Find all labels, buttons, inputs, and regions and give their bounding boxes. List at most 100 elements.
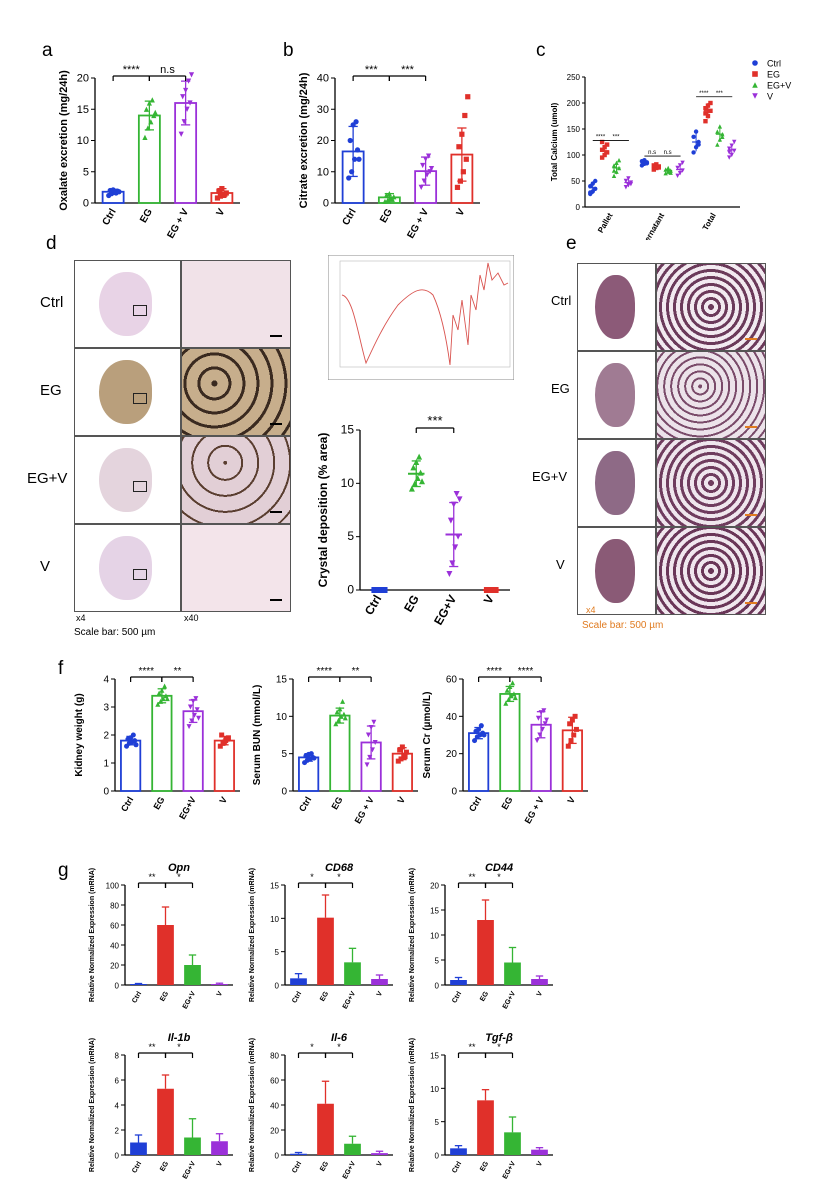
y-axis-label: Crystal deposition (% area) [316, 433, 330, 588]
data-point [156, 690, 162, 696]
histology-zoom-1 [181, 348, 291, 436]
x-tick-label: EG+V [431, 593, 459, 628]
data-point [568, 738, 574, 744]
x-tick-label: EG [319, 990, 330, 1003]
bar [531, 1149, 548, 1155]
bar [151, 694, 173, 792]
y-tick-label: 60 [446, 675, 458, 686]
x-tick-label: Ctrl [341, 207, 359, 228]
data-point [224, 736, 230, 742]
sig-label: *** [365, 64, 379, 76]
data-point [720, 134, 725, 139]
bar [184, 965, 201, 985]
x-tick-label: Ctrl [451, 990, 463, 1004]
x-tick-label: EG + V [523, 795, 546, 825]
x-tick-label: V [481, 593, 497, 607]
y-tick-label: 10 [77, 135, 89, 147]
data-point [116, 189, 122, 195]
data-point [164, 696, 170, 702]
histology-overview-0 [577, 263, 656, 351]
y-tick-label: 10 [430, 1085, 439, 1094]
data-point [342, 715, 348, 721]
scale-bar [270, 511, 282, 513]
bar [477, 920, 494, 985]
y-tick-label: 8 [115, 1052, 120, 1061]
y-tick-label: 0 [281, 787, 287, 798]
data-point [534, 738, 540, 744]
x-tick-label: V [215, 207, 228, 219]
panel-label-e: e [566, 233, 577, 254]
data-point [611, 168, 617, 173]
data-point [599, 147, 605, 152]
data-point [573, 726, 579, 732]
x-tick-label: EG [479, 1160, 490, 1173]
data-point [691, 134, 696, 139]
y-tick-label: 20 [77, 73, 89, 85]
bar [329, 714, 351, 792]
data-point [162, 683, 168, 689]
row-label-e: Ctrl [551, 293, 572, 308]
x-tick-label: Supernatant [635, 211, 666, 240]
data-point [341, 711, 347, 717]
x-tick-label: EG [159, 990, 170, 1003]
y-tick-label: 40 [446, 712, 458, 723]
bar [504, 962, 521, 985]
data-point [727, 155, 732, 160]
data-point [512, 695, 518, 701]
data-point [132, 738, 138, 744]
y-axis-label: Relative Normalized Expression (mRNA) [249, 868, 256, 1002]
data-point [152, 109, 158, 115]
histology-overview-1 [74, 348, 181, 436]
y-tick-label: 60 [110, 922, 119, 931]
mag-label-x4: x4 [76, 613, 86, 623]
panel-label-b: b [283, 40, 294, 61]
y-tick-label: 250 [567, 73, 581, 82]
histology-overview-1 [577, 351, 656, 439]
chart-title: Il-6 [331, 1032, 348, 1044]
x-tick-label: EG [151, 795, 166, 811]
row-label-d: EG [40, 382, 62, 399]
data-point [569, 717, 575, 723]
data-point [604, 142, 610, 147]
data-point [449, 560, 456, 567]
data-point [571, 732, 577, 738]
data-point [463, 156, 469, 162]
histology-overview-2 [577, 439, 656, 527]
data-point [460, 169, 466, 175]
x-tick-label: V [536, 1160, 545, 1168]
data-point [399, 744, 405, 750]
data-point [337, 706, 343, 712]
y-tick-label: 40 [317, 73, 329, 85]
data-point [196, 715, 202, 721]
data-point [478, 723, 484, 729]
data-point [187, 704, 193, 710]
bar [531, 979, 548, 985]
sig-label: * [337, 872, 341, 882]
data-point [675, 173, 680, 178]
data-point [611, 163, 617, 168]
data-point [188, 72, 195, 78]
x-tick-label: Ctrl [101, 207, 119, 228]
bar [450, 980, 467, 985]
data-point [651, 163, 656, 168]
sig-label: ** [468, 1042, 476, 1052]
data-point [183, 87, 189, 94]
chart-tgfb-expression: 0 5 10 15 Relative Normalized Expression (mR… [409, 1032, 553, 1180]
chart-il6-expression: 0 20 40 60 80 Relative Normalized Expression … [249, 1032, 393, 1180]
y-tick-label: 0 [115, 1152, 120, 1161]
data-point [599, 139, 605, 145]
data-point [418, 184, 424, 190]
data-point [336, 717, 342, 723]
sig-label: **** [518, 666, 534, 677]
panel-label-a: a [42, 40, 53, 61]
data-point [222, 191, 228, 197]
data-point [732, 139, 737, 145]
x-tick-label: V [216, 990, 225, 998]
panel-label-d: d [46, 233, 57, 254]
zoom-region-box [132, 569, 147, 580]
bar [120, 739, 142, 792]
data-point [693, 129, 699, 134]
y-tick-label: 0 [347, 583, 354, 597]
